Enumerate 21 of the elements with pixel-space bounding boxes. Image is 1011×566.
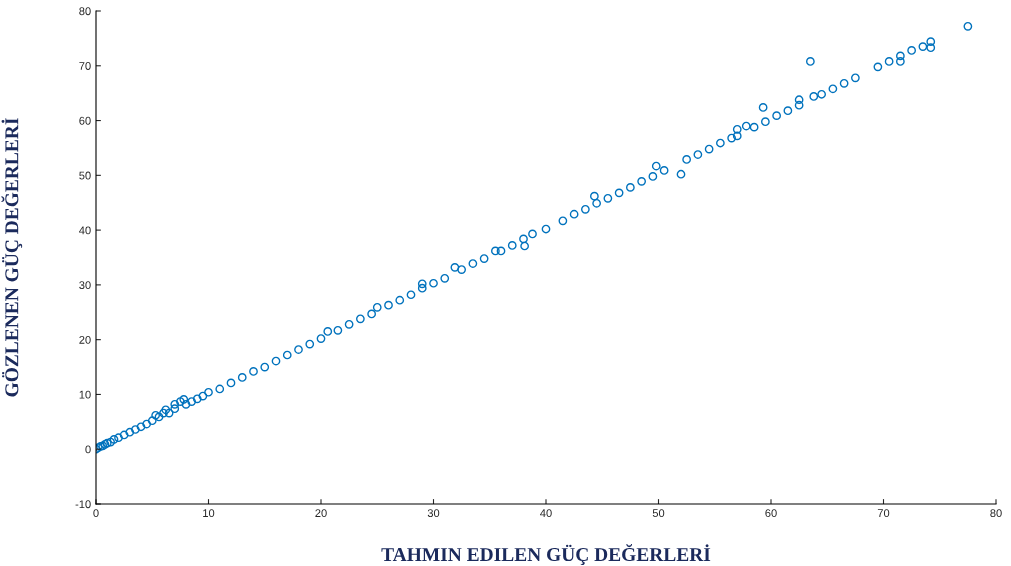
y-tick-label: 30 bbox=[79, 281, 91, 290]
x-axis-title: TAHMIN EDILEN GÜÇ DEĞERLERİ bbox=[381, 544, 711, 565]
x-tick-label: 80 bbox=[990, 509, 1002, 518]
y-tick-label: 70 bbox=[79, 62, 91, 70]
x-tick-label: 20 bbox=[315, 509, 327, 518]
y-tick-label: 50 bbox=[79, 171, 91, 180]
y-axis-title: GÖZLENEN GÜÇ DEĞERLERİ bbox=[1, 118, 23, 397]
y-tick-label: 20 bbox=[79, 335, 91, 344]
y-tick-label: 60 bbox=[79, 116, 91, 125]
x-tick-label: 50 bbox=[652, 509, 665, 518]
y-tick-label: 40 bbox=[79, 226, 91, 235]
x-tick-label: 40 bbox=[540, 509, 552, 518]
x-tick-label: 70 bbox=[877, 509, 890, 518]
x-tick-label: 30 bbox=[427, 509, 440, 518]
y-tick-label: 0 bbox=[85, 445, 91, 454]
y-tick-label: -10 bbox=[75, 500, 91, 509]
y-tick-label: 10 bbox=[79, 390, 91, 399]
x-tick-label: 10 bbox=[203, 509, 215, 518]
y-tick-label: 80 bbox=[79, 7, 91, 16]
x-tick-label: 0 bbox=[93, 509, 99, 518]
x-tick-label: 60 bbox=[765, 509, 777, 518]
